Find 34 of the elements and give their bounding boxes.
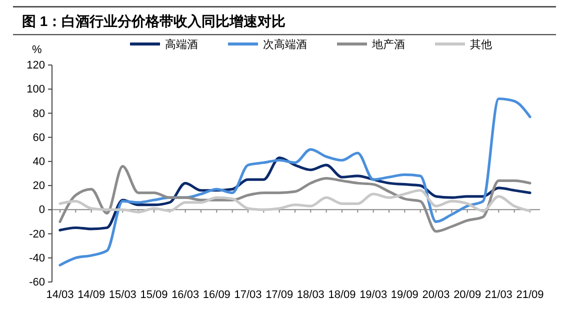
y-tick-label: 60 xyxy=(32,132,45,144)
y-tick-label: -20 xyxy=(29,228,45,240)
x-tick-label: 16/09 xyxy=(202,288,230,301)
x-tick-label: 20/03 xyxy=(422,288,450,301)
legend-label: 高端酒 xyxy=(165,38,198,51)
y-tick-label: -60 xyxy=(29,276,45,289)
chart-title: 图 1：白酒行业分价格带收入同比增速对比 xyxy=(22,13,286,29)
y-tick-label: 100 xyxy=(26,84,45,96)
x-tick-label: 15/09 xyxy=(140,288,168,301)
x-tick-label: 18/09 xyxy=(328,288,356,301)
y-tick-label: 0 xyxy=(38,204,45,216)
y-tick-label: 40 xyxy=(32,156,45,168)
y-axis-title: % xyxy=(32,44,42,56)
legend-label: 其他 xyxy=(470,38,492,51)
legend-label: 地产酒 xyxy=(371,38,405,51)
x-tick-label: 14/09 xyxy=(78,288,106,301)
y-tick-label: 80 xyxy=(32,108,45,120)
y-tick-label: 120 xyxy=(26,60,45,72)
x-tick-label: 15/03 xyxy=(108,288,136,301)
x-tick-label: 21/03 xyxy=(484,288,512,301)
x-tick-label: 21/09 xyxy=(516,288,544,301)
x-tick-label: 17/03 xyxy=(234,288,262,301)
line-series xyxy=(58,97,532,266)
x-tick-label: 20/09 xyxy=(454,288,482,301)
x-tick-label: 14/03 xyxy=(46,288,74,301)
line-series xyxy=(58,189,532,214)
x-tick-label: 19/03 xyxy=(360,288,388,301)
y-tick-label: 20 xyxy=(32,180,45,192)
x-tick-label: 19/09 xyxy=(390,288,418,301)
x-tick-label: 18/03 xyxy=(296,288,324,301)
y-tick-label: -40 xyxy=(29,252,45,264)
x-tick-label: 16/03 xyxy=(172,288,200,301)
x-tick-label: 17/09 xyxy=(266,288,294,301)
legend-label: 次高端酒 xyxy=(263,38,307,51)
